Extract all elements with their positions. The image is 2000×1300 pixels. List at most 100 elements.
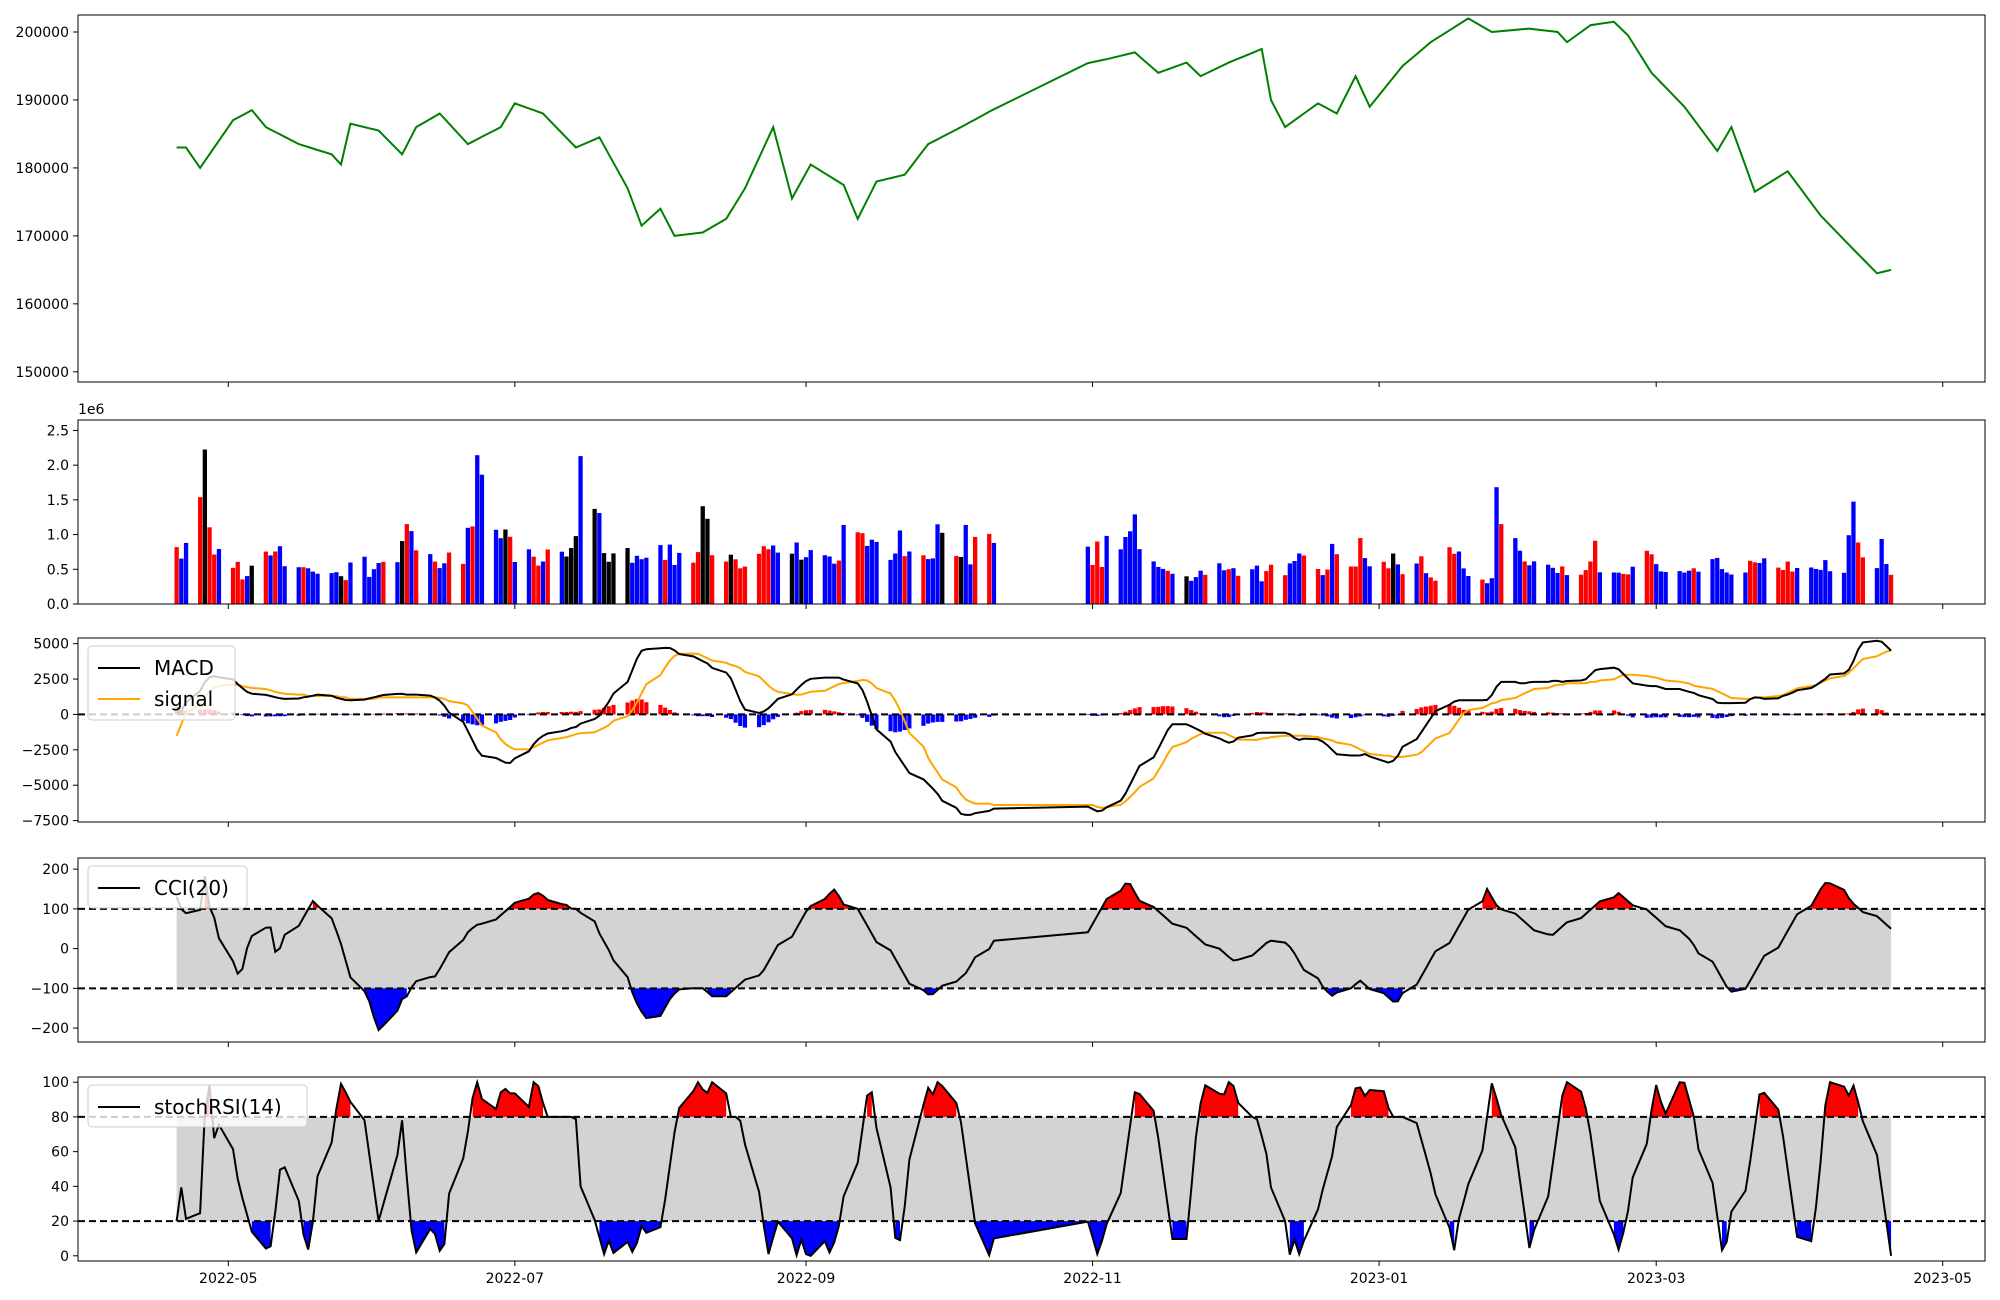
volume-bar [1156, 566, 1161, 604]
macd-histogram-bar [1128, 710, 1133, 715]
volume-bar [691, 562, 696, 604]
volume-bar [1691, 568, 1696, 604]
volume-bar [1611, 572, 1617, 604]
macd-histogram-bar [799, 711, 804, 715]
macd-histogram-bar [865, 714, 870, 722]
volume-bar [738, 568, 743, 604]
volume-bar [475, 455, 480, 604]
macd-histogram-bar [1466, 711, 1471, 715]
price-panel: 150000 160000 170000 180000 190000 200000 [16, 14, 1986, 387]
volume-bar [1095, 541, 1100, 604]
volume-bar [724, 561, 729, 604]
volume-bar [808, 550, 813, 604]
macd-histogram-bar [1663, 714, 1668, 718]
macd-histogram-bar [508, 714, 513, 720]
volume-bar [1776, 567, 1781, 604]
x-tick-label: 2022-05 [199, 1271, 258, 1287]
volume-bar [968, 564, 973, 604]
volume-bar [667, 544, 672, 604]
macd-histogram-bar [1447, 704, 1452, 715]
macd-histogram-bar [1644, 714, 1649, 718]
volume-bar [1682, 572, 1687, 604]
macd-histogram-bar [498, 714, 503, 722]
volume-bar [1644, 550, 1649, 604]
stochrsi-ytick-label: 60 [51, 1145, 69, 1161]
volume-bar [1123, 537, 1128, 604]
volume-bar [1423, 573, 1429, 604]
macd-histogram-bar [526, 714, 531, 716]
macd-histogram-bar [1452, 705, 1457, 715]
macd-histogram-bar [1419, 707, 1424, 715]
macd-histogram-bar [611, 704, 616, 715]
volume-bar [1391, 553, 1396, 604]
macd-histogram-bar [339, 714, 344, 715]
volume-bar [1813, 569, 1819, 604]
volume-bar [1696, 571, 1701, 604]
volume-bar [1719, 569, 1725, 604]
macd-histogram-bar [1283, 713, 1288, 715]
macd-histogram-bar [371, 713, 376, 715]
volume-bar [1795, 568, 1800, 604]
macd-histogram-bar [1334, 714, 1339, 719]
volume-bar [1198, 570, 1203, 604]
macd-histogram-bar [1414, 709, 1419, 715]
macd-histogram-bar [1579, 713, 1584, 715]
volume-ytick-label: 0.0 [47, 597, 69, 613]
macd-histogram-bar [1649, 714, 1654, 718]
volume-bar [841, 525, 846, 604]
cci-ytick-label: 200 [42, 862, 69, 878]
macd-histogram-bar [1517, 710, 1523, 715]
volume-bar [315, 573, 320, 604]
volume-bar [1268, 564, 1274, 604]
macd-histogram-bar [404, 713, 409, 715]
volume-bar [376, 563, 381, 604]
volume-bar [508, 536, 513, 604]
macd-histogram-bar [893, 714, 898, 733]
macd-histogram-bar [597, 709, 602, 715]
macd-histogram-bar [1494, 708, 1499, 715]
macd-histogram-bar [869, 714, 874, 726]
volume-bar [1466, 576, 1471, 604]
macd-histogram-bar [757, 714, 762, 728]
volume-bar [1128, 531, 1133, 604]
volume-bar [1527, 565, 1532, 604]
macd-histogram-bar [240, 714, 245, 716]
volume-bar [865, 545, 870, 604]
volume-bar [174, 547, 179, 604]
volume-bar [1621, 573, 1626, 604]
macd-histogram-bar [606, 706, 611, 715]
volume-bar [461, 563, 466, 604]
volume-bar [963, 525, 968, 604]
macd-histogram-bar [860, 714, 865, 718]
volume-bar [1654, 564, 1659, 604]
macd-histogram-bar [1856, 709, 1861, 715]
macd-histogram-bar [1532, 712, 1537, 715]
stochrsi-ytick-label: 0 [60, 1249, 69, 1265]
volume-bar [409, 531, 414, 604]
volume-bar [1217, 563, 1222, 604]
macd-histogram-bar [1222, 714, 1227, 718]
macd-histogram-bar [1658, 714, 1663, 718]
volume-bar [334, 572, 339, 604]
volume-bar [512, 562, 517, 604]
volume-bar [1348, 566, 1354, 604]
macd-histogram-bar [592, 709, 597, 715]
volume-bar [1362, 558, 1368, 604]
macd-histogram-bar [1513, 708, 1518, 715]
volume-bar [888, 559, 893, 604]
volume-bar [1400, 574, 1405, 604]
price-ytick-label: 160000 [16, 297, 69, 313]
volume-bar [1193, 577, 1199, 604]
volume-bar [230, 567, 236, 604]
signal-line [175, 649, 1892, 809]
macd-histogram-bar [742, 714, 748, 728]
volume-bar [198, 497, 203, 604]
volume-bar [1297, 553, 1302, 604]
macd-histogram-bar [1597, 710, 1602, 715]
macd-histogram-bar [1217, 714, 1222, 717]
macd-histogram-bar [738, 714, 743, 726]
volume-bar [1522, 561, 1527, 604]
volume-bar [216, 549, 222, 604]
